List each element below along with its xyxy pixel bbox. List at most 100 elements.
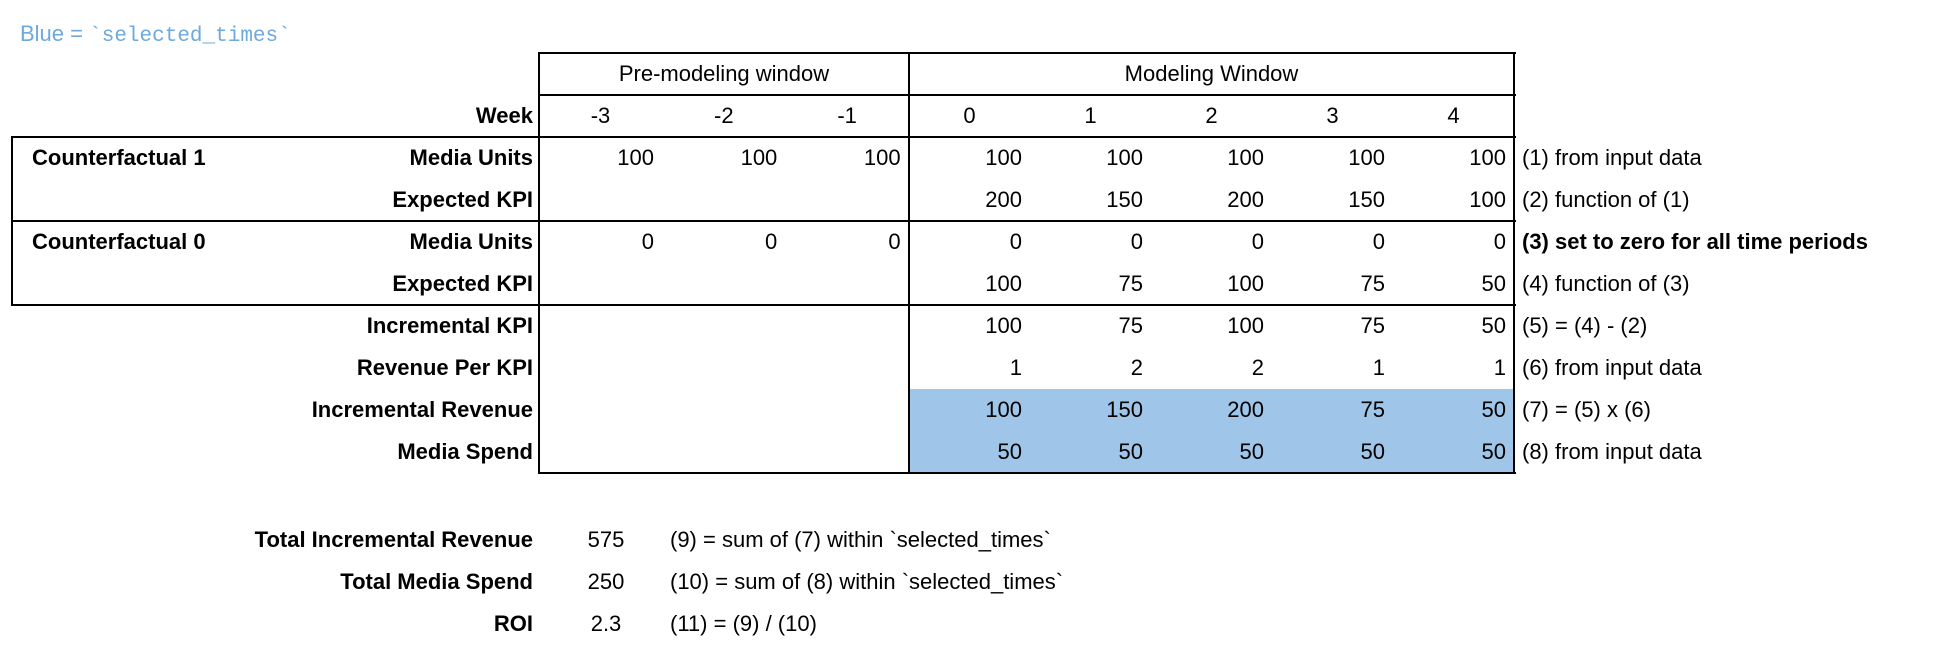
row-label: Media Units <box>409 229 533 254</box>
table-cell: 200 <box>1227 397 1264 422</box>
week-header: 3 <box>1326 103 1339 128</box>
row-label: Revenue Per KPI <box>356 355 533 380</box>
table-cell <box>662 431 777 473</box>
table-cell <box>786 305 901 347</box>
week-divider <box>12 136 1516 138</box>
table-cell <box>539 305 654 347</box>
summary-formula: (11) = (9) / (10) <box>670 611 817 636</box>
table-cell: 75 <box>1118 271 1143 296</box>
table-cell: 100 <box>1227 145 1264 170</box>
table-cell: 100 <box>985 313 1022 338</box>
table-cell <box>539 263 654 305</box>
table-cell <box>786 431 901 473</box>
modeling-window-header: Modeling Window <box>1124 61 1299 86</box>
table-cell: 100 <box>740 145 778 170</box>
row-label: Expected KPI <box>392 187 533 212</box>
row-label: Media Spend <box>397 439 533 464</box>
table-cell: 100 <box>1348 145 1385 170</box>
table-cell <box>662 347 777 389</box>
counterfactual-divider <box>12 220 1516 222</box>
counterfactual-box-left <box>11 136 13 306</box>
row-label: Media Units <box>409 145 533 170</box>
legend-prefix: Blue = <box>20 21 90 46</box>
table-cell: 100 <box>1469 145 1506 170</box>
week-header: -2 <box>714 103 734 128</box>
table-cell <box>539 431 654 473</box>
table-cell: 50 <box>1481 313 1506 338</box>
summary-value: 250 <box>587 569 625 594</box>
table-cell: 200 <box>1227 187 1264 212</box>
table-cell: 1 <box>1372 355 1385 380</box>
table-cell: 2 <box>1130 355 1143 380</box>
table-cell: 100 <box>617 145 654 170</box>
summary-value: 2.3 <box>590 611 622 636</box>
table-border-top <box>539 52 1516 54</box>
table-cell: 100 <box>985 271 1022 296</box>
table-cell <box>786 389 901 431</box>
table-cell: 75 <box>1360 313 1385 338</box>
table-border-right <box>1513 52 1515 474</box>
header-divider <box>539 94 1516 96</box>
table-cell: 100 <box>863 145 901 170</box>
table-cell: 75 <box>1360 397 1385 422</box>
week-header: 1 <box>1084 103 1097 128</box>
counterfactual-bottom <box>12 304 1516 306</box>
table-cell: 50 <box>1481 397 1506 422</box>
table-cell <box>786 263 901 305</box>
table-cell: 1 <box>1009 355 1022 380</box>
row-note: (6) from input data <box>1522 355 1702 380</box>
table-cell <box>539 389 654 431</box>
week-label: Week <box>475 103 533 128</box>
table-cell: 200 <box>985 187 1022 212</box>
table-cell: 0 <box>765 229 778 254</box>
table-border-bottom <box>539 472 1516 474</box>
table-cell <box>786 179 901 221</box>
table-cell: 50 <box>997 439 1022 464</box>
week-header: 4 <box>1447 103 1460 128</box>
week-header: -3 <box>590 103 611 128</box>
row-label: Incremental KPI <box>366 313 533 338</box>
table-border-left <box>538 52 540 474</box>
row-note: (7) = (5) x (6) <box>1522 397 1651 422</box>
table-cell <box>662 389 777 431</box>
table-cell <box>662 305 777 347</box>
table-cell: 0 <box>1493 229 1506 254</box>
table-cell: 1 <box>1493 355 1506 380</box>
table-cell <box>539 179 654 221</box>
table-cell: 150 <box>1106 187 1143 212</box>
table-cell: 75 <box>1118 313 1143 338</box>
summary-formula: (9) = sum of (7) within `selected_times` <box>670 527 1051 552</box>
table-cell <box>662 263 777 305</box>
table-cell: 100 <box>985 397 1022 422</box>
summary-formula: (10) = sum of (8) within `selected_times… <box>670 569 1064 594</box>
row-note: (1) from input data <box>1522 145 1702 170</box>
table-cell: 0 <box>1009 229 1022 254</box>
week-header: -1 <box>837 103 857 128</box>
table-cell: 150 <box>1348 187 1385 212</box>
row-note: (5) = (4) - (2) <box>1522 313 1648 338</box>
row-note: (2) function of (1) <box>1522 187 1690 212</box>
table-cell: 50 <box>1481 271 1506 296</box>
counterfactual-label: Counterfactual 1 <box>32 145 206 170</box>
pre-modeling-window-header: Pre-modeling window <box>618 61 830 86</box>
table-cell <box>539 347 654 389</box>
legend: Blue = `selected_times` <box>20 16 291 55</box>
table-cell: 100 <box>1227 271 1264 296</box>
row-note: (4) function of (3) <box>1522 271 1690 296</box>
row-label: Expected KPI <box>392 271 533 296</box>
counterfactual-label: Counterfactual 0 <box>32 229 206 254</box>
row-note: (3) set to zero for all time periods <box>1522 229 1868 254</box>
table-cell: 100 <box>1469 187 1506 212</box>
table-cell: 150 <box>1106 397 1143 422</box>
window-divider <box>908 52 910 474</box>
row-note: (8) from input data <box>1522 439 1702 464</box>
table-cell: 2 <box>1251 355 1264 380</box>
table-cell: 0 <box>1130 229 1143 254</box>
table-cell: 100 <box>1227 313 1264 338</box>
summary-value: 575 <box>587 527 625 552</box>
week-header: 0 <box>963 103 976 128</box>
summary-label: Total Incremental Revenue <box>254 527 533 552</box>
table-cell <box>662 179 777 221</box>
week-header: 2 <box>1205 103 1218 128</box>
